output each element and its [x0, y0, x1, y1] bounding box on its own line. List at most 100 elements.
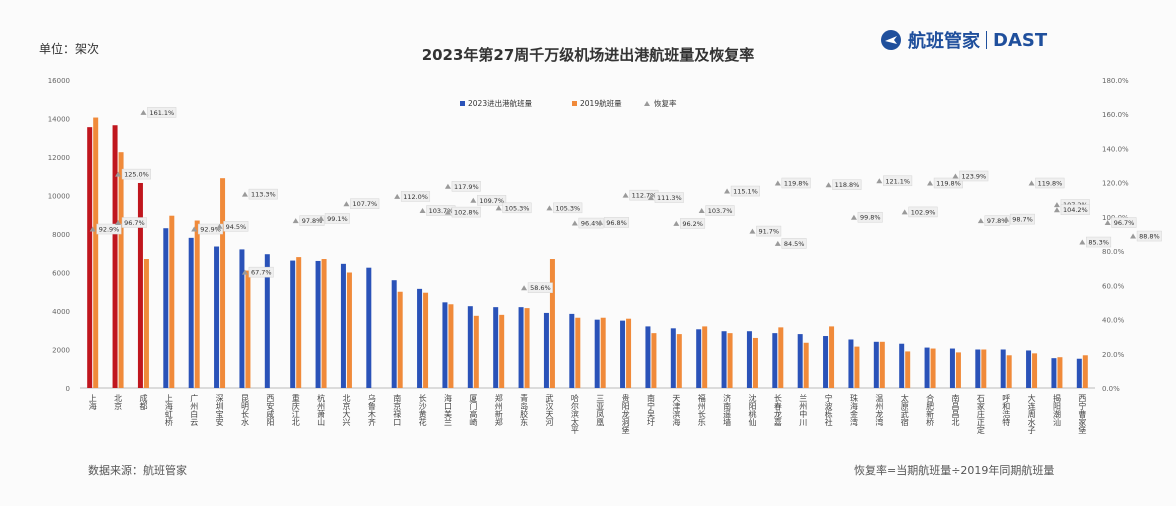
bar-2023	[670, 328, 676, 388]
recovery-marker	[724, 188, 731, 194]
legend-swatch-2019	[572, 101, 577, 106]
x-tick-label: 呼和浩特	[1002, 393, 1011, 426]
recovery-label: 91.7%	[758, 228, 779, 236]
recovery-label-box	[223, 221, 249, 232]
bar-2023	[163, 228, 169, 388]
recovery-label: 119.8%	[936, 180, 961, 188]
y-tick-label: 8000	[52, 231, 70, 239]
chart-title: 2023年第27周千万级机场进出港航班量及恢复率	[421, 46, 755, 64]
y-tick-label: 4000	[52, 308, 70, 316]
bar-2023	[620, 320, 626, 388]
bar-2023	[721, 331, 727, 388]
recovery-marker	[115, 220, 122, 226]
bar-2019	[524, 308, 530, 388]
y2-tick-label: 140.0%	[1102, 145, 1129, 153]
recovery-label-box	[451, 181, 481, 192]
bar-2019	[702, 326, 708, 388]
bar-2023	[518, 307, 524, 388]
recovery-label-box	[96, 223, 122, 235]
bar-2023	[442, 302, 448, 388]
recovery-label: 97.8%	[987, 217, 1008, 225]
recovery-label-box	[908, 206, 938, 218]
recovery-label: 121.1%	[885, 177, 910, 185]
recovery-marker	[1053, 207, 1060, 213]
x-tick-label: 青岛胶东	[520, 393, 529, 426]
bar-2019	[752, 337, 758, 388]
bar-2023	[1076, 358, 1082, 388]
bar-2019	[499, 314, 505, 388]
recovery-label-box	[248, 188, 278, 200]
x-tick-label: 揭阳潮汕	[1052, 393, 1061, 427]
recovery-marker	[318, 215, 325, 221]
x-tick-label: 长沙黄花	[418, 393, 427, 427]
recovery-label: 96.7%	[124, 219, 145, 227]
bar-2019	[169, 215, 175, 388]
x-tick-label: 沈阳桃仙	[748, 393, 757, 427]
recovery-label-box	[248, 266, 274, 278]
recovery-marker	[1104, 220, 1111, 226]
recovery-label-box	[147, 107, 177, 118]
y-tick-label: 0	[66, 385, 70, 393]
bar-2019	[1082, 355, 1088, 388]
recovery-label-box	[756, 225, 782, 237]
recovery-marker	[495, 205, 502, 211]
recovery-marker	[597, 219, 604, 225]
bar-2019	[778, 327, 784, 388]
recovery-marker	[1003, 216, 1010, 222]
bar-2019	[1032, 353, 1038, 388]
bar-2023	[214, 246, 220, 388]
bar-2019	[296, 257, 302, 388]
y-tick-label: 6000	[52, 270, 70, 278]
bar-2023	[417, 288, 423, 388]
recovery-label-box	[553, 202, 583, 214]
recovery-marker	[292, 218, 299, 224]
bar-2019	[626, 318, 632, 388]
bar-2023	[772, 333, 778, 388]
recovery-marker	[241, 269, 248, 275]
recovery-label: 94.5%	[226, 223, 247, 231]
legend-marker-recovery	[644, 101, 650, 106]
recovery-marker	[521, 285, 528, 291]
recovery-label: 85.3%	[1088, 239, 1109, 247]
y2-tick-label: 160.0%	[1102, 111, 1129, 119]
bar-2023	[1051, 358, 1057, 388]
x-tick-label: 太原武宿	[900, 393, 909, 427]
bar-2019	[575, 317, 581, 388]
x-tick-label: 上海虹桥	[164, 394, 173, 427]
recovery-label: 102.8%	[454, 209, 479, 217]
bar-2023	[290, 260, 296, 388]
recovery-label: 109.7%	[479, 197, 504, 205]
x-tick-label: 哈尔滨太平	[570, 393, 579, 435]
bar-2019	[930, 348, 936, 388]
recovery-label: 103.7%	[708, 207, 733, 215]
y-tick-label: 12000	[48, 154, 70, 162]
recovery-marker	[241, 191, 248, 197]
recovery-label-box	[451, 206, 481, 218]
recovery-label-box	[477, 195, 507, 206]
recovery-marker	[647, 195, 654, 201]
bar-2019	[423, 292, 429, 388]
recovery-label: 161.1%	[149, 109, 174, 117]
recovery-label-box	[832, 179, 862, 190]
bar-2023	[746, 331, 752, 388]
bar-2019	[397, 291, 403, 388]
recovery-label-box	[781, 177, 811, 189]
recovery-marker	[216, 223, 223, 229]
bar-2023	[873, 341, 879, 388]
brand-logo: 航班管家 DAST	[880, 28, 1047, 52]
recovery-label-box	[502, 202, 532, 214]
bar-2023	[391, 280, 397, 388]
y-tick-label: 10000	[48, 193, 70, 201]
x-tick-label: 成都	[139, 393, 148, 411]
x-tick-label: 郑州新郑	[494, 393, 503, 427]
recovery-marker	[1028, 180, 1035, 186]
bar-2019	[346, 272, 352, 388]
recovery-marker	[1130, 233, 1137, 239]
recovery-label-box	[400, 191, 431, 202]
x-tick-label: 广州白云	[190, 393, 199, 427]
bar-2019	[727, 333, 733, 388]
brand-name: 航班管家	[908, 31, 980, 52]
bar-2019	[245, 270, 251, 388]
recovery-marker	[191, 226, 198, 232]
recovery-label: 119.8%	[1038, 180, 1063, 188]
